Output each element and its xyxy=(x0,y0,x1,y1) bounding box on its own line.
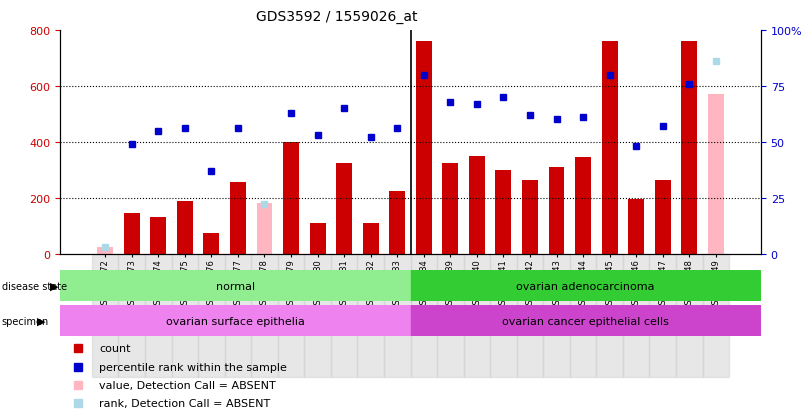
Bar xyxy=(151,218,167,254)
Bar xyxy=(410,254,437,377)
Bar xyxy=(252,254,278,377)
Bar xyxy=(708,95,724,254)
Text: rank, Detection Call = ABSENT: rank, Detection Call = ABSENT xyxy=(99,398,271,408)
Bar xyxy=(410,271,761,301)
Text: specimen: specimen xyxy=(2,316,49,326)
Text: value, Detection Call = ABSENT: value, Detection Call = ABSENT xyxy=(99,380,276,390)
Bar xyxy=(575,158,591,254)
Text: ▶: ▶ xyxy=(37,316,46,326)
Bar xyxy=(256,204,272,254)
Text: ovarian adenocarcinoma: ovarian adenocarcinoma xyxy=(517,281,655,291)
Bar xyxy=(331,254,357,377)
Bar xyxy=(119,254,145,377)
Bar xyxy=(310,223,325,254)
Bar xyxy=(384,254,410,377)
Bar xyxy=(92,254,119,377)
Bar xyxy=(357,254,384,377)
Bar xyxy=(442,164,458,254)
Text: count: count xyxy=(99,344,131,354)
Bar xyxy=(60,271,410,301)
Bar xyxy=(517,254,543,377)
Bar xyxy=(543,254,570,377)
Bar xyxy=(597,254,623,377)
Bar xyxy=(97,247,113,254)
Bar xyxy=(464,254,490,377)
Bar xyxy=(602,42,618,254)
Text: GDS3592 / 1559026_at: GDS3592 / 1559026_at xyxy=(256,10,417,24)
Bar xyxy=(490,254,517,377)
Bar xyxy=(336,164,352,254)
Bar xyxy=(570,254,597,377)
Bar xyxy=(702,254,729,377)
Text: ovarian cancer epithelial cells: ovarian cancer epithelial cells xyxy=(502,316,669,326)
Text: ovarian surface epithelia: ovarian surface epithelia xyxy=(166,316,304,326)
Bar xyxy=(549,168,565,254)
Bar xyxy=(676,254,702,377)
Bar xyxy=(304,254,331,377)
Bar xyxy=(177,201,193,254)
Bar xyxy=(496,170,511,254)
Text: ▶: ▶ xyxy=(50,281,58,291)
Bar xyxy=(437,254,464,377)
Bar xyxy=(623,254,650,377)
Bar xyxy=(171,254,198,377)
Text: normal: normal xyxy=(215,281,255,291)
Bar xyxy=(410,306,761,337)
Bar xyxy=(198,254,224,377)
Bar xyxy=(416,42,432,254)
Bar xyxy=(283,142,299,254)
Bar xyxy=(654,180,670,254)
Bar xyxy=(469,157,485,254)
Bar xyxy=(682,42,697,254)
Bar xyxy=(278,254,304,377)
Bar xyxy=(650,254,676,377)
Bar xyxy=(628,199,644,254)
Text: disease state: disease state xyxy=(2,281,66,291)
Text: percentile rank within the sample: percentile rank within the sample xyxy=(99,362,288,372)
Bar xyxy=(203,233,219,254)
Bar xyxy=(363,223,379,254)
Bar xyxy=(60,306,410,337)
Bar xyxy=(389,191,405,254)
Bar xyxy=(145,254,171,377)
Bar xyxy=(124,214,139,254)
Bar xyxy=(224,254,252,377)
Bar xyxy=(522,180,538,254)
Bar xyxy=(230,183,246,254)
